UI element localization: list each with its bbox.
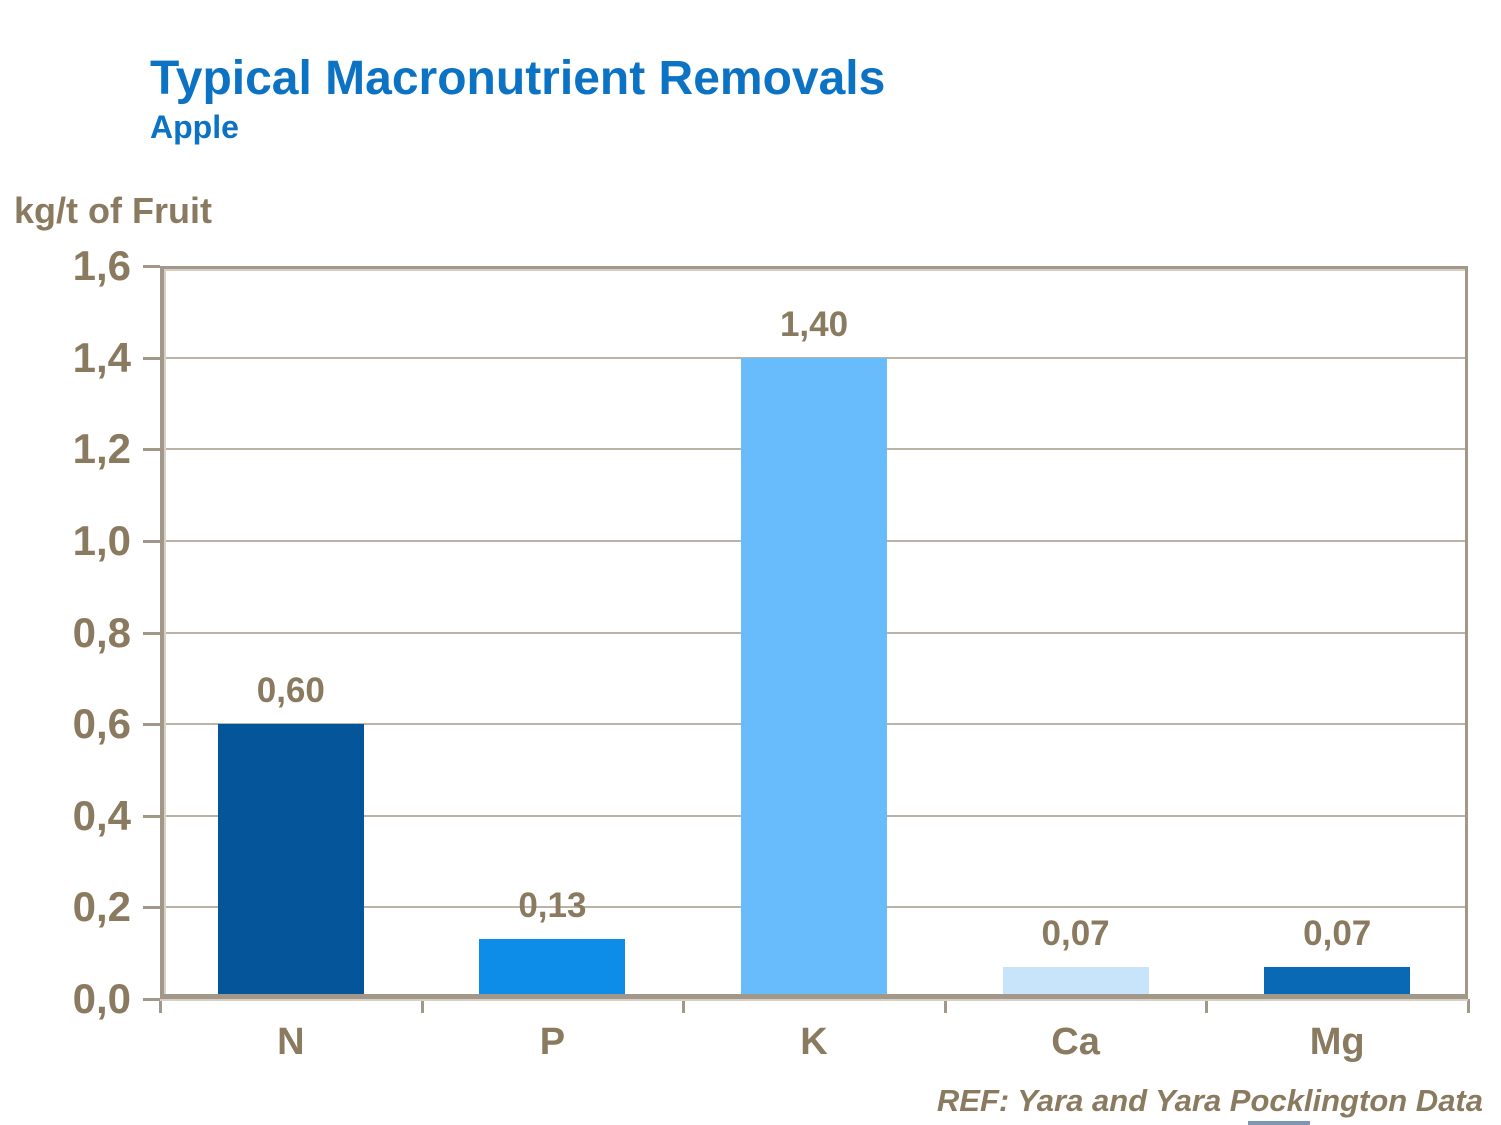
y-axis-tick	[143, 723, 160, 727]
y-tick-label: 1,4	[72, 333, 131, 381]
category-label: Mg	[1309, 1021, 1365, 1063]
chart-subtitle: Apple	[150, 109, 239, 145]
bar-P	[479, 939, 626, 999]
y-tick-label: 0,2	[72, 883, 131, 931]
y-axis-tick	[143, 998, 160, 1001]
y-axis-tick	[143, 448, 160, 452]
x-axis-tick	[682, 999, 686, 1013]
category-label: Ca	[1051, 1021, 1100, 1063]
bar-Ca	[1002, 966, 1149, 999]
y-tick-label: 1,2	[72, 425, 131, 473]
bar-K	[741, 357, 887, 999]
x-axis-tick	[943, 999, 947, 1013]
bar-value-label: 0,07	[1303, 913, 1372, 953]
y-tick-label: 1,0	[72, 516, 131, 564]
y-axis-tick	[143, 539, 160, 543]
bar-N	[217, 724, 364, 999]
y-tick-label: 0,8	[72, 608, 131, 656]
y-tick-label: 0,6	[72, 700, 131, 748]
y-tick-label: 1,6	[72, 242, 131, 289]
y-tick-label: 0,0	[72, 975, 131, 1022]
y-axis-tick	[143, 631, 160, 635]
reference-text: REF: Yara and Yara Pocklington Data	[936, 1083, 1483, 1118]
x-axis-tick	[159, 999, 162, 1013]
bar-value-label: 1,40	[779, 304, 849, 344]
x-axis-tick	[1205, 999, 1209, 1013]
x-axis-tick	[1467, 999, 1470, 1013]
x-axis-tick	[420, 999, 424, 1013]
y-axis-tick	[143, 265, 160, 268]
bar-Mg	[1264, 966, 1411, 999]
bar-value-label: 0,13	[518, 886, 587, 926]
clipped-footer-accent	[1248, 1121, 1310, 1125]
category-label: N	[277, 1021, 305, 1063]
category-label: P	[539, 1021, 566, 1063]
bar-value-label: 0,07	[1041, 913, 1110, 953]
chart-title: Typical Macronutrient Removals	[150, 52, 886, 105]
y-axis-tick	[143, 906, 160, 910]
y-axis-unit-label: kg/t of Fruit	[14, 190, 212, 231]
y-tick-label: 0,4	[72, 791, 131, 839]
category-label: K	[800, 1021, 828, 1063]
y-axis-tick	[143, 814, 160, 818]
bar-value-label: 0,60	[256, 671, 325, 711]
y-axis-tick	[143, 356, 160, 360]
